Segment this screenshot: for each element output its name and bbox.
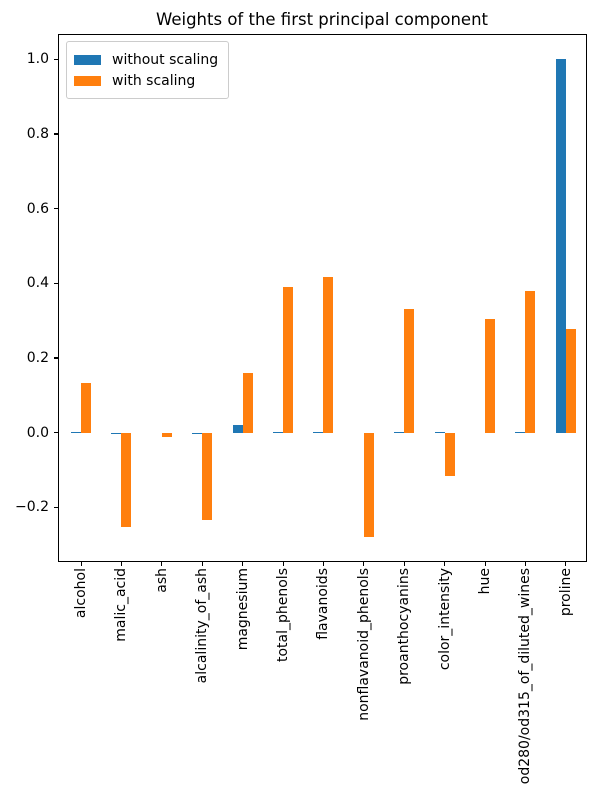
bar: [525, 291, 536, 433]
x-tick-label: color_intensity: [436, 568, 453, 671]
legend-item: without scaling: [74, 49, 218, 70]
bar: [565, 329, 576, 433]
legend-label: without scaling: [112, 51, 219, 68]
legend-swatch: [74, 54, 101, 65]
bar: [485, 319, 495, 433]
bar: [444, 432, 455, 476]
y-tick-mark: [54, 282, 58, 284]
x-tick-label: ash: [153, 568, 170, 593]
x-tick-mark: [242, 562, 244, 566]
x-tick-mark: [201, 562, 203, 566]
x-tick-label: nonflavanoid_phenols: [355, 568, 372, 721]
x-tick-label: malic_acid: [113, 568, 130, 642]
y-tick-label: −0.2: [15, 499, 49, 516]
x-tick-mark: [484, 562, 486, 566]
bar: [192, 432, 203, 435]
plot-area: without scaling with scaling 1.0 0.8 0.6 0.4…: [15, 34, 587, 784]
x-tick-mark: [322, 562, 325, 566]
y-tick-label: 0.2: [26, 349, 49, 366]
y-tick-label: 0.6: [26, 200, 49, 217]
x-tick-label: alcohol: [72, 568, 89, 619]
bar: [121, 432, 132, 528]
bar: [232, 424, 243, 433]
y-tick-mark: [54, 357, 58, 359]
bar: [71, 431, 81, 433]
x-tick-mark: [524, 562, 527, 566]
x-tick-mark: [161, 562, 163, 566]
legend-label: with scaling: [112, 72, 196, 89]
bar: [242, 373, 253, 433]
bar: [313, 431, 324, 433]
bar: [434, 431, 445, 433]
bar: [81, 383, 91, 433]
legend-item: with scaling: [74, 70, 218, 91]
legend-swatch: [74, 75, 101, 86]
y-tick-mark: [54, 133, 58, 135]
bar: [161, 432, 172, 438]
x-tick-mark: [282, 562, 284, 566]
bar: [323, 276, 334, 433]
bar: [283, 286, 293, 433]
bar: [555, 59, 566, 433]
x-tick-mark: [80, 562, 82, 566]
x-tick-label: proanthocyanins: [396, 568, 413, 685]
x-tick-label: proline: [557, 568, 574, 617]
x-tick-mark: [444, 562, 446, 566]
y-tick-label: 0.8: [26, 125, 49, 142]
x-tick-label: flavanoids: [315, 568, 332, 640]
y-tick-mark: [54, 208, 58, 210]
y-tick-label: 0.0: [26, 424, 49, 441]
y-tick-mark: [54, 432, 58, 434]
y-tick-label: 1.0: [26, 51, 49, 68]
legend: without scaling with scaling: [66, 41, 230, 99]
chart-title: Weights of the first principal component: [156, 10, 488, 29]
x-tick-mark: [565, 562, 567, 566]
x-tick-label: total_phenols: [274, 568, 291, 663]
x-tick-mark: [120, 562, 123, 566]
bar: [202, 432, 213, 520]
y-tick-mark: [54, 506, 58, 508]
x-tick-label: alcalinity_of_ash: [194, 568, 211, 684]
bar: [363, 432, 374, 538]
x-tick-mark: [363, 562, 365, 566]
x-tick-label: magnesium: [234, 568, 251, 651]
y-tick-mark: [54, 58, 58, 60]
bar: [111, 432, 122, 435]
y-tick-label: 0.4: [26, 275, 49, 292]
x-tick-label: hue: [476, 568, 493, 595]
x-tick-label: od280/od315_of_diluted_wines: [517, 568, 534, 785]
bar: [404, 309, 415, 433]
x-tick-mark: [403, 562, 405, 566]
